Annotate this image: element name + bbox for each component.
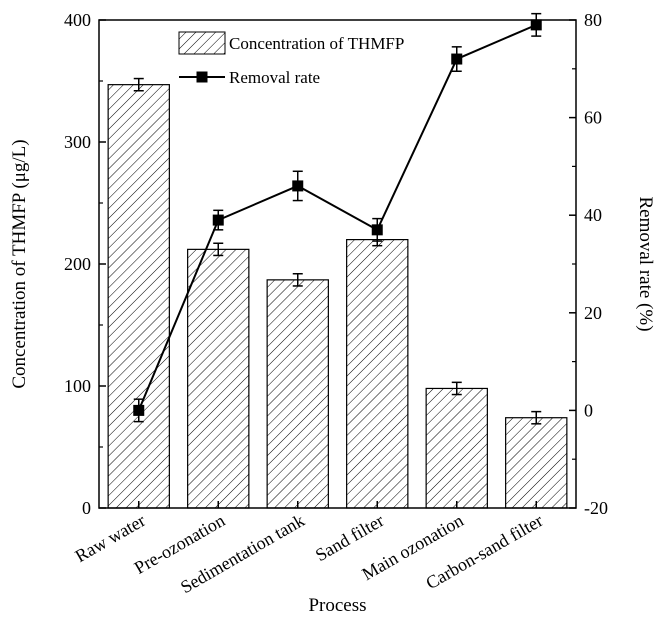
left-tick-label: 100	[64, 376, 91, 396]
right-tick-label: 20	[584, 303, 602, 323]
bar	[425, 387, 488, 509]
line-point	[371, 224, 383, 236]
legend-label-line: Removal rate	[229, 68, 320, 87]
right-tick-label: -20	[584, 498, 608, 518]
legend: Concentration of THMFP Removal rate	[178, 31, 404, 87]
right-tick-label: 40	[584, 205, 602, 225]
right-tick-label: 60	[584, 108, 602, 128]
left-tick-label: 0	[82, 498, 91, 518]
y-axis-left-title: Concentration of THMFP (μg/L)	[9, 139, 30, 388]
y-axis-right-title: Removal rate (%)	[635, 196, 654, 331]
right-tick-label: 0	[584, 400, 593, 420]
line-point	[292, 180, 304, 192]
bar-error-bar	[451, 381, 462, 396]
x-axis-title: Process	[308, 595, 366, 616]
line-point	[451, 53, 463, 65]
bar	[187, 248, 250, 509]
bar	[346, 239, 409, 509]
legend-label-bars: Concentration of THMFP	[229, 34, 404, 53]
bar-error-bar	[292, 273, 303, 287]
bar	[266, 279, 329, 509]
bar-error-bar	[133, 77, 144, 92]
left-axis-ticks: 0 100 200 300 400	[64, 10, 106, 518]
line-point	[133, 404, 145, 416]
legend-marker-square	[196, 71, 208, 83]
plot-frame	[98, 19, 577, 509]
line-point	[212, 214, 224, 226]
line-point	[530, 19, 542, 31]
bar-error-bar	[213, 242, 224, 257]
removal-rate-line	[137, 23, 537, 411]
left-tick-label: 400	[64, 10, 91, 30]
left-tick-label: 200	[64, 254, 91, 274]
bar	[107, 84, 170, 509]
bar	[505, 417, 568, 509]
bars-layer	[107, 84, 568, 509]
left-tick-label: 300	[64, 132, 91, 152]
line-layer	[133, 12, 542, 423]
right-tick-label: 80	[584, 10, 602, 30]
legend-swatch-bars	[178, 31, 226, 55]
bar-error-bar	[531, 410, 542, 425]
right-axis-ticks: -20 0 20 40 60 80	[569, 10, 608, 518]
